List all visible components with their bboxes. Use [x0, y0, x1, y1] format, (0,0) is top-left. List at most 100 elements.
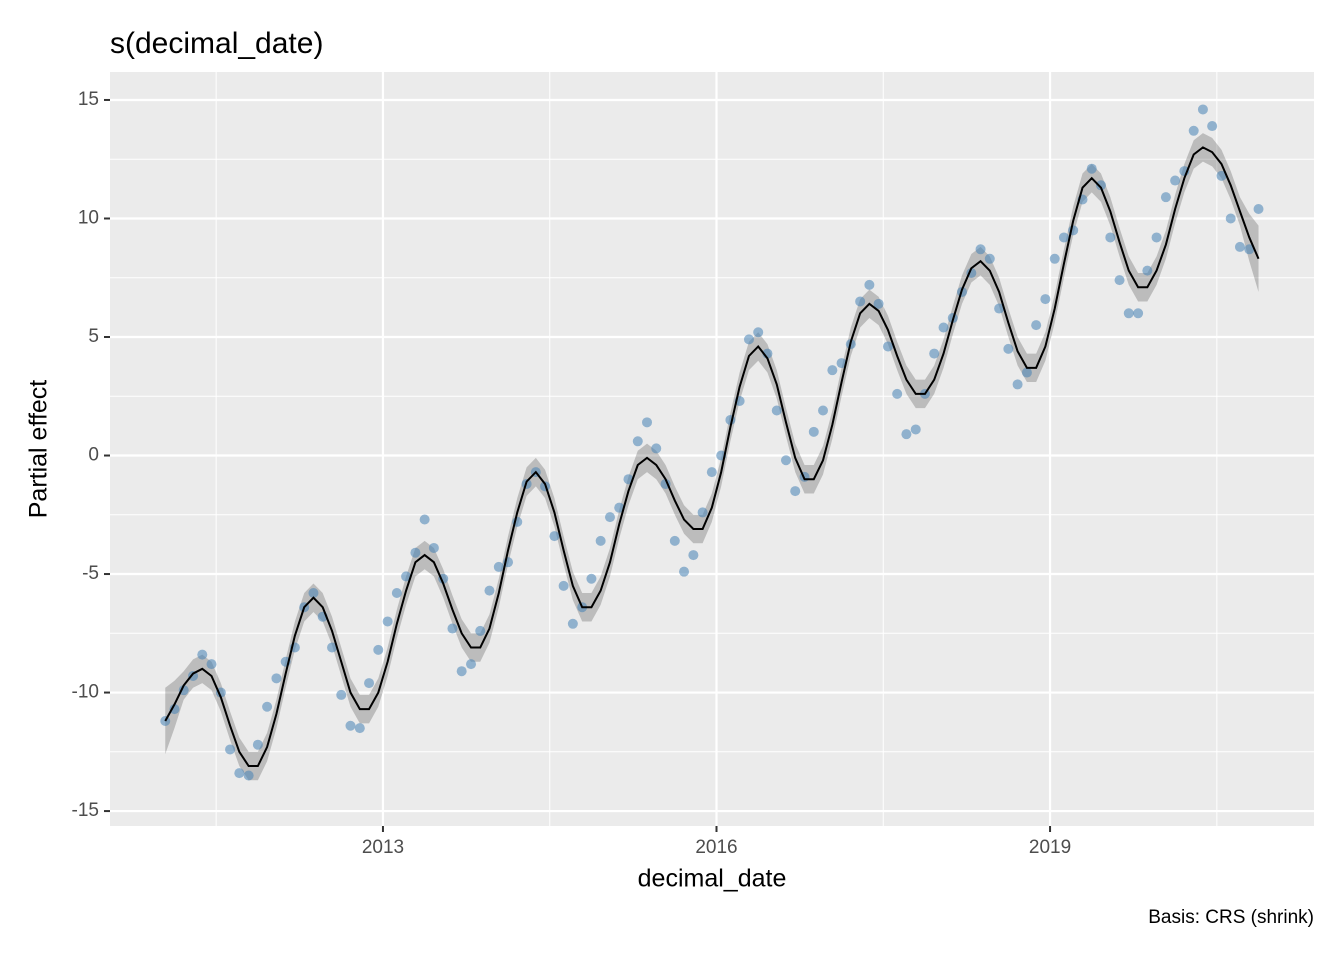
partial-residual [910, 424, 921, 435]
partial-residual [243, 770, 254, 781]
partial-residual [354, 723, 365, 734]
partial-residual [994, 303, 1005, 314]
partial-residual [391, 587, 402, 598]
partial-residual [225, 744, 236, 755]
y-tick-label: 0 [88, 445, 99, 466]
partial-residual [827, 365, 838, 376]
partial-residual [743, 334, 754, 345]
partial-residual [271, 673, 282, 684]
chart-title: s(decimal_date) [110, 27, 323, 60]
x-tick-label: 2019 [1029, 837, 1071, 858]
partial-residual [456, 666, 467, 677]
partial-residual [336, 689, 347, 700]
partial-residual [808, 426, 819, 437]
partial-residual [892, 388, 903, 399]
partial-residual [345, 720, 356, 731]
partial-residual [1114, 275, 1125, 286]
partial-residual [262, 701, 273, 712]
partial-residual [382, 616, 393, 627]
partial-residual [419, 514, 430, 525]
partial-residual [327, 642, 338, 653]
partial-residual [1170, 175, 1181, 186]
partial-residual [1040, 294, 1051, 305]
partial-residual [614, 502, 625, 513]
partial-residual [364, 678, 375, 689]
x-tick-label: 2013 [362, 837, 404, 858]
partial-residual [595, 535, 606, 546]
partial-residual [1049, 253, 1060, 264]
partial-residual [567, 618, 578, 629]
partial-residual [401, 571, 412, 582]
y-tick-label: -5 [82, 563, 99, 584]
partial-residual [1031, 320, 1042, 331]
partial-residual [1253, 204, 1264, 215]
partial-residual [818, 405, 829, 416]
marks [160, 104, 1264, 781]
partial-residual [447, 623, 458, 634]
partial-residual [1133, 308, 1144, 319]
partial-residual [836, 358, 847, 369]
partial-residual [252, 739, 263, 750]
partial-residual [790, 486, 801, 497]
partial-residual [771, 405, 782, 416]
partial-residual [1160, 192, 1171, 203]
partial-residual [1003, 343, 1014, 354]
y-axis-label: Partial effect [25, 380, 53, 519]
x-axis-label: decimal_date [638, 865, 787, 893]
partial-residual [373, 644, 384, 655]
partial-residual [484, 585, 495, 596]
partial-residual [901, 429, 912, 440]
caption: Basis: CRS (shrink) [1148, 907, 1314, 928]
partial-residual [929, 348, 940, 359]
partial-residual [1197, 104, 1208, 115]
partial-residual [632, 436, 643, 447]
y-tick-label: 5 [88, 326, 99, 347]
partial-residual [549, 531, 560, 542]
partial-residual [197, 649, 208, 660]
partial-residual [1207, 121, 1218, 132]
partial-residual [1105, 232, 1116, 243]
partial-residual [1123, 308, 1134, 319]
partial-residual [1142, 265, 1153, 276]
partial-residual [558, 580, 569, 591]
panel [110, 72, 1314, 826]
partial-residual [1188, 125, 1199, 136]
y-tick-label: -10 [72, 682, 99, 703]
partial-residual [1058, 232, 1069, 243]
partial-residual [428, 542, 439, 553]
partial-residual [1095, 180, 1106, 191]
partial-residual [1234, 241, 1245, 252]
partial-residual [466, 659, 477, 670]
partial-residual [706, 467, 717, 478]
partial-residual [975, 244, 986, 255]
partial-residual [410, 547, 421, 558]
partial-residual [938, 322, 949, 333]
partial-residual [882, 341, 893, 352]
partial-residual [1151, 232, 1162, 243]
partial-residual [642, 417, 653, 428]
partial-residual [1216, 170, 1227, 181]
partial-residual [206, 659, 217, 670]
partial-residual [984, 253, 995, 264]
partial-residual [1012, 379, 1023, 390]
partial-residual [493, 561, 504, 572]
partial-residual [604, 512, 615, 523]
partial-residual [780, 455, 791, 466]
y-tick-label: -15 [72, 800, 99, 821]
partial-residual [697, 507, 708, 518]
partial-residual [873, 298, 884, 309]
grid [110, 72, 1314, 826]
partial-residual [753, 327, 764, 338]
partial-residual [169, 704, 180, 715]
partial-residual [679, 566, 690, 577]
partial-residual [669, 535, 680, 546]
partial-residual [234, 768, 245, 779]
y-tick-label: 15 [78, 89, 99, 110]
partial-residual [586, 573, 597, 584]
partial-residual [308, 587, 319, 598]
partial-residual [1225, 213, 1236, 224]
confidence-band [165, 133, 1259, 781]
partial-residual [188, 670, 199, 681]
